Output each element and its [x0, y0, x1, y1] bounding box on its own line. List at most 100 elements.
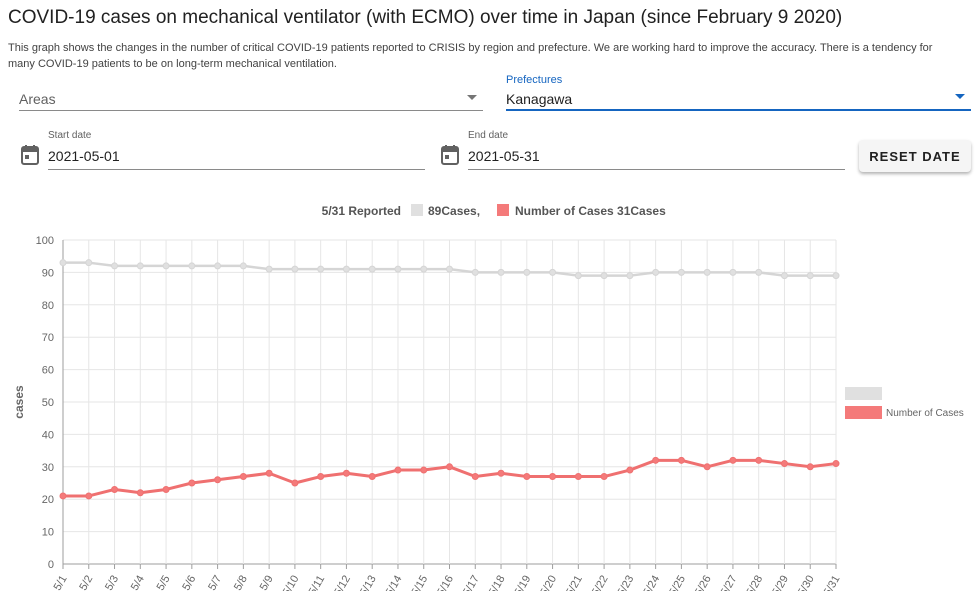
- y-tick-label: 0: [48, 559, 54, 571]
- total-series-point: [652, 268, 660, 276]
- calendar-icon[interactable]: [441, 145, 459, 165]
- start-date-label: Start date: [48, 130, 92, 141]
- cases-series-point: [626, 466, 634, 474]
- x-tick-label: 5/28: [744, 574, 765, 591]
- x-tick-label: 5/21: [564, 574, 585, 591]
- y-axis-label: cases: [12, 385, 26, 419]
- cases-series-point: [446, 463, 453, 471]
- cases-series-point: [368, 473, 376, 481]
- x-tick-label: 5/16: [435, 574, 456, 591]
- total-series-point: [600, 272, 608, 280]
- y-tick-label: 40: [42, 429, 54, 441]
- x-tick-label: 5/7: [206, 574, 224, 591]
- cases-series-point: [832, 460, 840, 468]
- areas-select-label: Areas: [19, 91, 56, 107]
- end-date-label: End date: [468, 130, 509, 141]
- cases-series-point: [755, 456, 763, 464]
- chart-reported-label: 5/31 Reported: [322, 204, 401, 218]
- total-series-point: [471, 268, 479, 276]
- total-series-point: [574, 272, 582, 280]
- y-tick-label: 100: [36, 235, 54, 247]
- cases-series-point: [342, 469, 350, 477]
- total-series-point: [394, 265, 402, 273]
- x-tick-label: 5/2: [77, 574, 95, 591]
- x-tick-label: 5/20: [538, 574, 559, 591]
- total-series-point: [265, 265, 273, 273]
- x-tick-label: 5/31: [821, 574, 842, 591]
- cases-series-point: [652, 456, 660, 464]
- y-tick-label: 20: [42, 494, 54, 506]
- x-tick-label: 5/10: [280, 574, 301, 591]
- cases-series-point: [549, 473, 557, 481]
- x-tick-label: 5/13: [358, 574, 379, 591]
- total-series-point: [806, 272, 814, 280]
- total-series-point: [832, 272, 840, 280]
- cases-series-point: [317, 473, 325, 481]
- x-tick-label: 5/3: [103, 574, 121, 591]
- y-tick-label: 70: [42, 332, 54, 344]
- reset-date-button[interactable]: RESET DATE: [859, 140, 971, 172]
- x-tick-label: 5/6: [180, 574, 198, 591]
- x-tick-label: 5/29: [770, 574, 791, 591]
- prefectures-select-value: Kanagawa: [506, 91, 573, 107]
- total-series-point: [85, 259, 93, 267]
- cases-series-point: [471, 473, 479, 481]
- total-series-point: [446, 265, 453, 273]
- x-tick-label: 5/27: [718, 574, 739, 591]
- x-tick-label: 5/18: [487, 574, 508, 591]
- total-series-point: [59, 259, 67, 267]
- total-series-point: [188, 262, 196, 270]
- total-series-point: [780, 272, 788, 280]
- total-series-point: [626, 272, 634, 280]
- calendar-icon[interactable]: [21, 145, 39, 165]
- cases-series-point: [420, 466, 428, 474]
- total-series-point: [317, 265, 325, 273]
- cases-series-point: [111, 485, 119, 493]
- x-tick-label: 5/1: [52, 574, 70, 591]
- cases-series-point: [729, 456, 737, 464]
- page-title: COVID-19 cases on mechanical ventilator …: [8, 7, 843, 28]
- prefectures-select-label: Prefectures: [506, 74, 563, 86]
- x-tick-label: 5/19: [512, 574, 533, 591]
- legend-total-swatch: [845, 387, 882, 400]
- cases-series-point: [265, 469, 273, 477]
- cases-series-point: [59, 492, 67, 500]
- arrow-drop-down-icon: [955, 94, 965, 99]
- x-tick-label: 5/12: [332, 574, 353, 591]
- total-series-point: [239, 262, 247, 270]
- prefectures-select[interactable]: Prefectures Kanagawa: [506, 74, 971, 111]
- x-tick-label: 5/17: [461, 574, 482, 591]
- total-series-point: [703, 268, 711, 276]
- x-tick-label: 5/8: [232, 574, 250, 591]
- x-tick-label: 5/30: [796, 574, 817, 591]
- y-tick-label: 80: [42, 300, 54, 312]
- total-series-point: [677, 268, 685, 276]
- total-series-point: [549, 268, 557, 276]
- total-cases-label: 89Cases,: [428, 204, 480, 218]
- end-date-field[interactable]: End date 2021-05-31: [468, 130, 845, 170]
- total-series-point: [523, 268, 531, 276]
- cases-series-point: [780, 460, 788, 468]
- end-date-value: 2021-05-31: [468, 148, 540, 164]
- cases-series-point: [291, 479, 299, 487]
- x-tick-label: 5/5: [155, 574, 173, 591]
- legend-cases-swatch: [845, 406, 882, 419]
- cases-series-point: [85, 492, 93, 500]
- x-tick-label: 5/9: [258, 574, 276, 591]
- total-series-point: [342, 265, 350, 273]
- x-tick-label: 5/26: [693, 574, 714, 591]
- chart: 0 10 20 30 40 50 60 70 80 90 100 5/1 5/2 5/3 5/4 5/5 5/6…: [12, 204, 964, 591]
- total-legend-swatch: [411, 204, 423, 216]
- cases-series-point: [239, 473, 247, 481]
- areas-select[interactable]: Areas: [19, 84, 483, 111]
- cases-series-point: [394, 466, 402, 474]
- y-tick-label: 60: [42, 365, 54, 377]
- total-series-point: [368, 265, 376, 273]
- total-series-point: [291, 265, 299, 273]
- x-tick-label: 5/22: [590, 574, 611, 591]
- y-tick-label: 50: [42, 397, 54, 409]
- cases-series-point: [162, 485, 170, 493]
- start-date-field[interactable]: Start date 2021-05-01: [48, 130, 425, 170]
- x-tick-label: 5/24: [641, 574, 662, 591]
- cases-count-label: Number of Cases 31Cases: [515, 204, 666, 218]
